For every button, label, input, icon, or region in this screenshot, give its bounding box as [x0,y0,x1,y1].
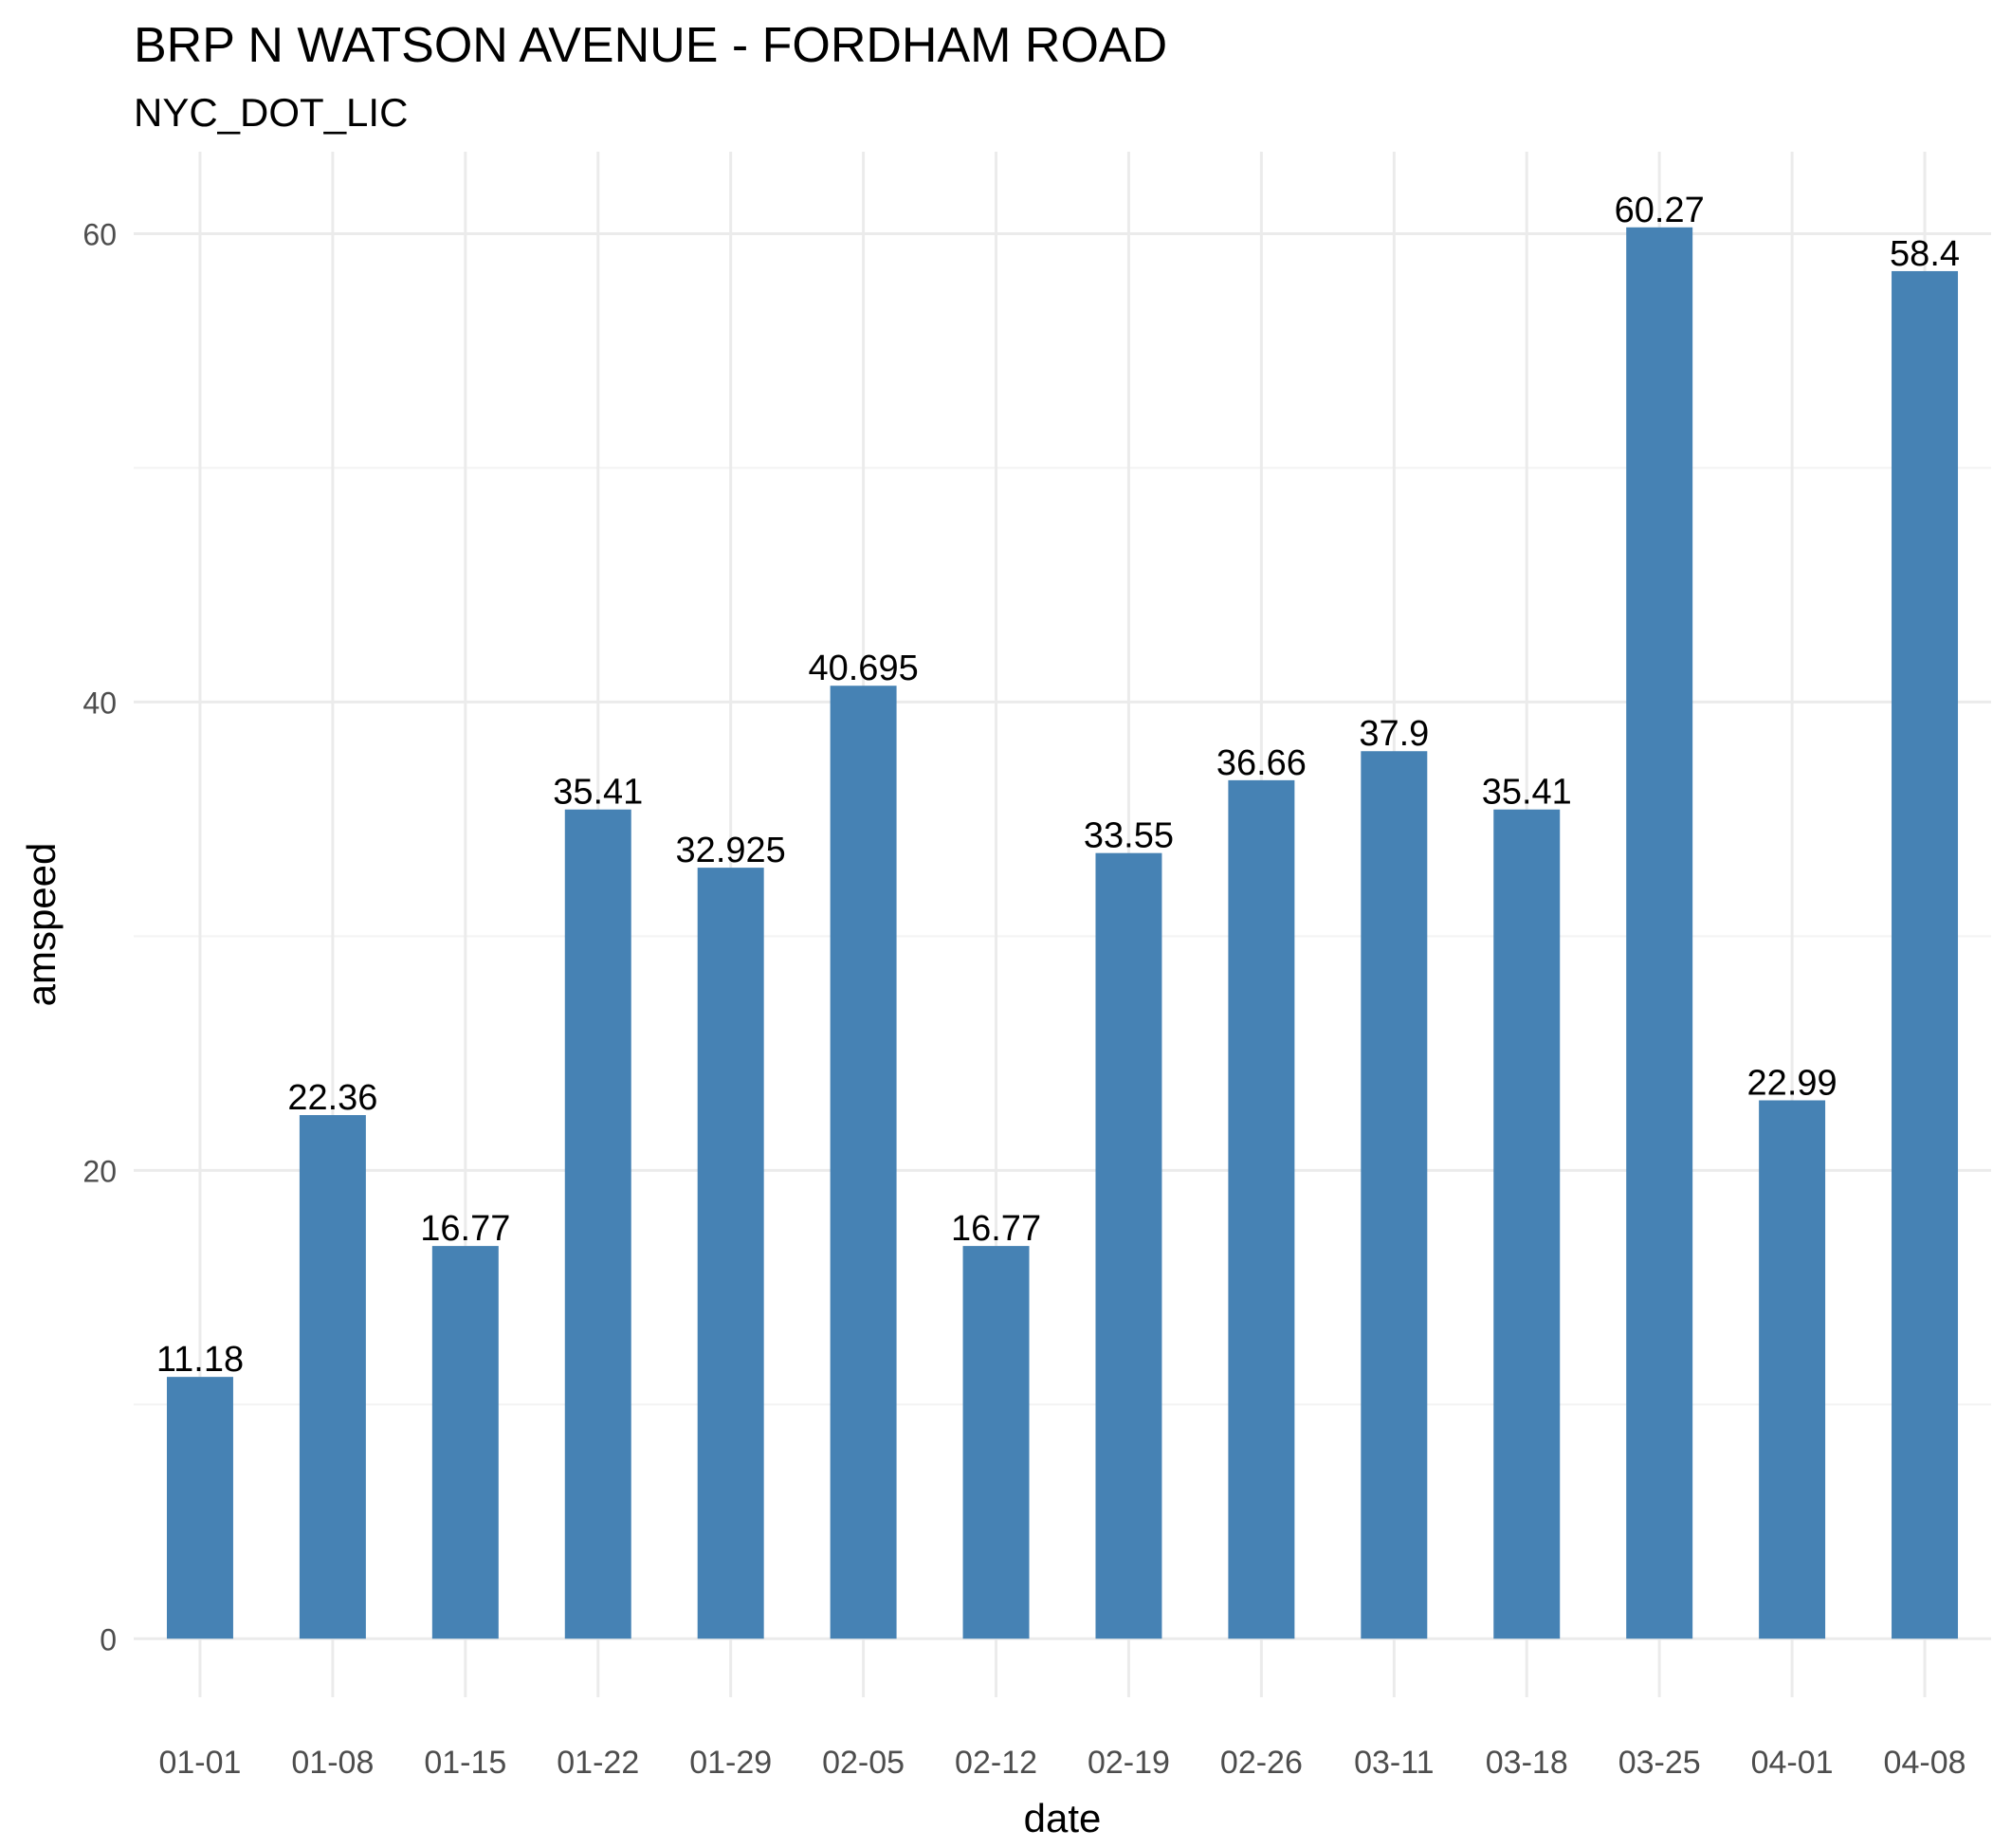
bar [1228,779,1295,1639]
data-label: 37.9 [1359,714,1429,754]
data-label: 22.36 [287,1078,377,1118]
bar [1626,227,1693,1639]
y-tick-label: 60 [82,217,117,251]
data-label: 35.41 [553,773,643,813]
chart-title: BRP N WATSON AVENUE - FORDHAM ROAD [134,18,1168,73]
bar [564,809,631,1639]
data-label: 36.66 [1216,743,1307,783]
y-tick-label: 20 [82,1154,117,1188]
data-label: 22.99 [1747,1063,1837,1103]
bar [1095,852,1162,1639]
x-tick-label: 01-29 [689,1745,772,1781]
data-label: 16.77 [951,1209,1041,1249]
chart-subtitle: NYC_DOT_LIC [134,90,409,135]
x-tick-label: 04-08 [1884,1745,1966,1781]
y-axis-title: amspeed [19,843,64,1007]
x-tick-label: 01-22 [557,1745,639,1781]
x-tick-label: 01-08 [291,1745,374,1781]
x-tick-label: 01-01 [158,1745,241,1781]
x-tick-label: 03-25 [1618,1745,1701,1781]
x-tick-label: 02-05 [822,1745,905,1781]
y-tick-label: 40 [82,686,117,720]
data-label: 33.55 [1084,816,1174,856]
x-tick-label: 02-19 [1088,1745,1170,1781]
bar [697,868,764,1639]
bar [1493,809,1561,1639]
bar [830,686,897,1639]
data-label: 40.695 [808,649,918,688]
bar [431,1246,499,1639]
bar [1892,270,1959,1639]
x-tick-label: 01-15 [424,1745,506,1781]
bar [1759,1100,1826,1639]
x-tick-label: 02-26 [1220,1745,1303,1781]
x-tick-label: 04-01 [1751,1745,1834,1781]
data-label: 60.27 [1615,191,1705,230]
bar [299,1115,366,1639]
x-tick-label: 03-18 [1486,1745,1568,1781]
data-label: 35.41 [1482,773,1572,813]
bar [1361,751,1428,1639]
data-label: 32.925 [676,831,786,870]
data-label: 58.4 [1890,234,1960,274]
x-tick-label: 02-12 [955,1745,1037,1781]
bar [166,1377,233,1639]
data-label: 11.18 [156,1340,244,1380]
x-tick-label: 03-11 [1354,1745,1434,1781]
x-axis-title: date [1024,1796,1102,1840]
bar [962,1246,1030,1639]
data-label: 16.77 [420,1209,510,1249]
y-tick-label: 0 [100,1622,117,1656]
